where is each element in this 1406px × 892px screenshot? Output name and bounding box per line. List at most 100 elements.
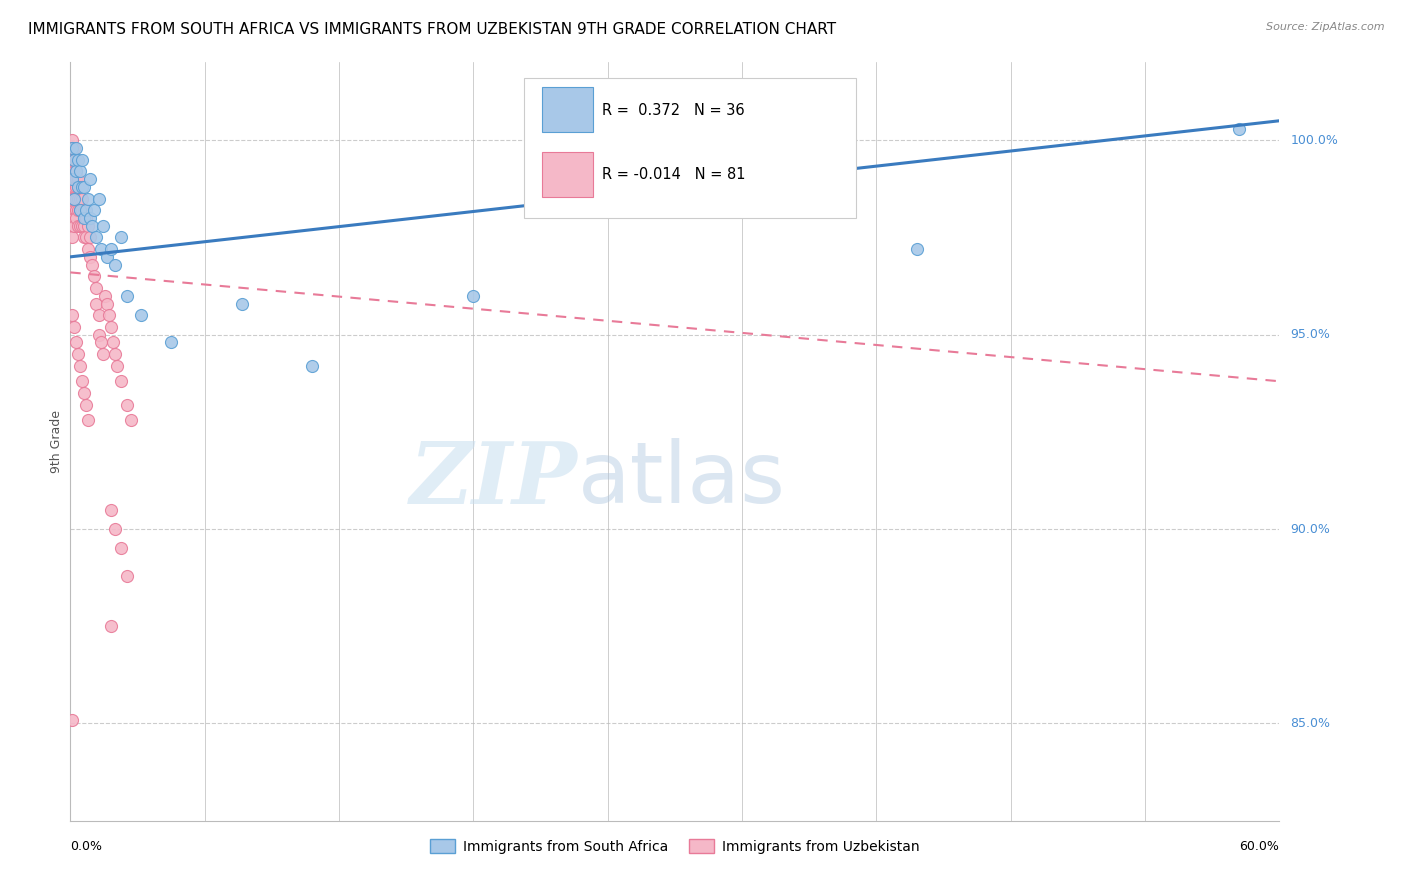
Point [301,359,323,373]
Point [100,242,122,256]
Point [60,172,83,186]
Point [110,374,132,388]
Point [60,179,83,194]
Point [82,219,104,233]
Text: 100.0%: 100.0% [1291,134,1339,146]
Point [101,335,124,350]
Point [67,179,90,194]
Point [120,413,142,427]
Point [96,296,118,310]
Point [65,153,87,167]
Point [63,172,86,186]
Text: Source: ZipAtlas.com: Source: ZipAtlas.com [1267,22,1385,32]
Point [83,269,105,284]
Point [91,219,114,233]
Point [60,133,83,147]
Point [67,179,90,194]
Point [79,211,101,225]
Point [65,203,87,218]
Point [905,242,928,256]
Point [60,141,83,155]
Point [60,230,83,244]
FancyBboxPatch shape [541,152,593,196]
Point [86,230,108,244]
Point [60,308,83,322]
Point [73,386,96,401]
Point [115,568,138,582]
Point [91,347,114,361]
Point [72,203,94,218]
Point [60,161,83,175]
Point [63,192,86,206]
Point [63,141,86,155]
Y-axis label: 9th Grade: 9th Grade [51,410,63,473]
Point [100,502,122,516]
Text: 85.0%: 85.0% [1291,717,1330,730]
Point [82,258,104,272]
Text: ZIP: ZIP [411,438,578,521]
Point [77,192,100,206]
Point [67,219,90,233]
Point [73,230,96,244]
Point [73,211,96,225]
Point [72,153,94,167]
Text: R = -0.014   N = 81: R = -0.014 N = 81 [602,167,745,182]
Point [69,203,91,218]
Point [63,179,86,194]
Point [86,281,108,295]
Point [65,179,87,194]
Point [65,164,87,178]
Point [77,242,100,256]
Point [65,335,87,350]
Text: IMMIGRANTS FROM SOUTH AFRICA VS IMMIGRANTS FROM UZBEKISTAN 9TH GRADE CORRELATION: IMMIGRANTS FROM SOUTH AFRICA VS IMMIGRAN… [28,22,837,37]
Point [67,153,90,167]
Point [60,199,83,213]
Text: 95.0%: 95.0% [1291,328,1330,341]
Point [72,179,94,194]
Text: 90.0%: 90.0% [1291,523,1330,535]
Point [100,619,122,633]
Point [63,319,86,334]
Point [104,347,127,361]
Point [96,250,118,264]
Point [73,179,96,194]
Point [63,164,86,178]
Point [90,242,111,256]
Point [69,179,91,194]
Point [105,359,128,373]
Point [104,258,127,272]
Point [69,192,91,206]
Point [115,289,138,303]
Point [87,327,110,342]
Point [110,230,132,244]
Point [72,219,94,233]
Point [69,219,91,233]
Point [65,192,87,206]
Point [115,398,138,412]
Point [69,164,91,178]
Point [63,192,86,206]
Point [77,219,100,233]
Point [67,203,90,218]
Point [75,211,97,225]
Point [75,398,97,412]
Point [65,172,87,186]
Point [79,172,101,186]
Point [110,541,132,556]
Point [63,219,86,233]
Point [63,153,86,167]
Point [100,319,122,334]
Point [63,153,86,167]
Point [65,141,87,155]
Text: 60.0%: 60.0% [1240,840,1279,853]
Point [97,308,120,322]
Point [86,296,108,310]
FancyBboxPatch shape [541,87,593,132]
Point [72,192,94,206]
Point [77,413,100,427]
Point [463,289,485,303]
Point [67,347,90,361]
Text: 0.0%: 0.0% [70,840,103,853]
Point [231,296,253,310]
Legend: Immigrants from South Africa, Immigrants from Uzbekistan: Immigrants from South Africa, Immigrants… [425,834,925,859]
